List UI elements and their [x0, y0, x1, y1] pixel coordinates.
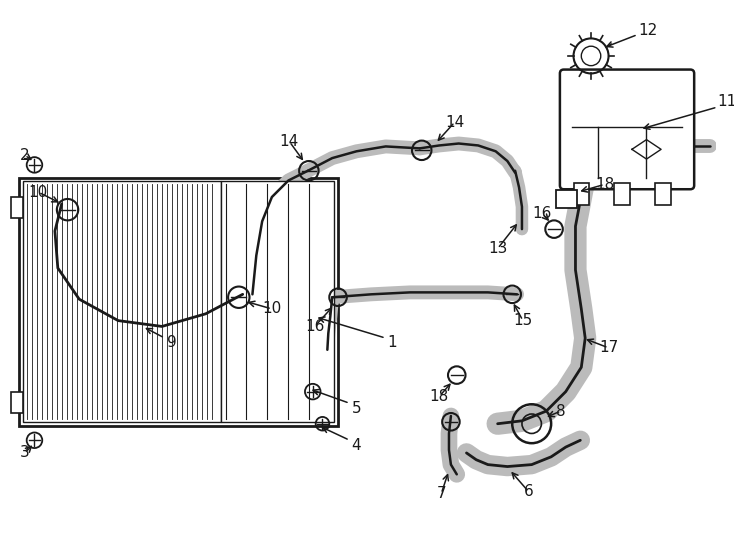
Text: 2: 2	[20, 147, 29, 163]
Text: 10: 10	[262, 301, 282, 316]
FancyBboxPatch shape	[560, 70, 694, 189]
Text: 6: 6	[524, 484, 534, 500]
Bar	[655, 184, 671, 205]
Text: 5: 5	[352, 401, 361, 416]
Text: 16: 16	[533, 206, 552, 221]
Text: 8: 8	[556, 403, 566, 418]
Bar	[11, 197, 23, 219]
Text: 16: 16	[305, 319, 324, 334]
Text: 7: 7	[437, 487, 446, 501]
Text: 13: 13	[488, 241, 507, 256]
Bar	[23, 181, 221, 422]
Text: 15: 15	[513, 313, 533, 328]
Text: 4: 4	[352, 437, 361, 453]
Text: 9: 9	[167, 334, 177, 349]
Text: 14: 14	[280, 134, 299, 149]
Text: 14: 14	[446, 114, 465, 130]
Bar	[614, 184, 630, 205]
Text: 11: 11	[718, 94, 734, 109]
Text: 1: 1	[388, 334, 397, 349]
Text: 18: 18	[429, 389, 449, 404]
Text: 12: 12	[638, 23, 657, 38]
Bar	[11, 392, 23, 413]
Bar	[573, 184, 589, 205]
Text: 3: 3	[20, 446, 29, 461]
Bar	[556, 190, 578, 208]
Text: 10: 10	[29, 185, 48, 200]
Bar	[221, 181, 334, 422]
Text: 18: 18	[595, 177, 614, 192]
Bar	[19, 178, 338, 426]
Text: 17: 17	[599, 340, 618, 355]
